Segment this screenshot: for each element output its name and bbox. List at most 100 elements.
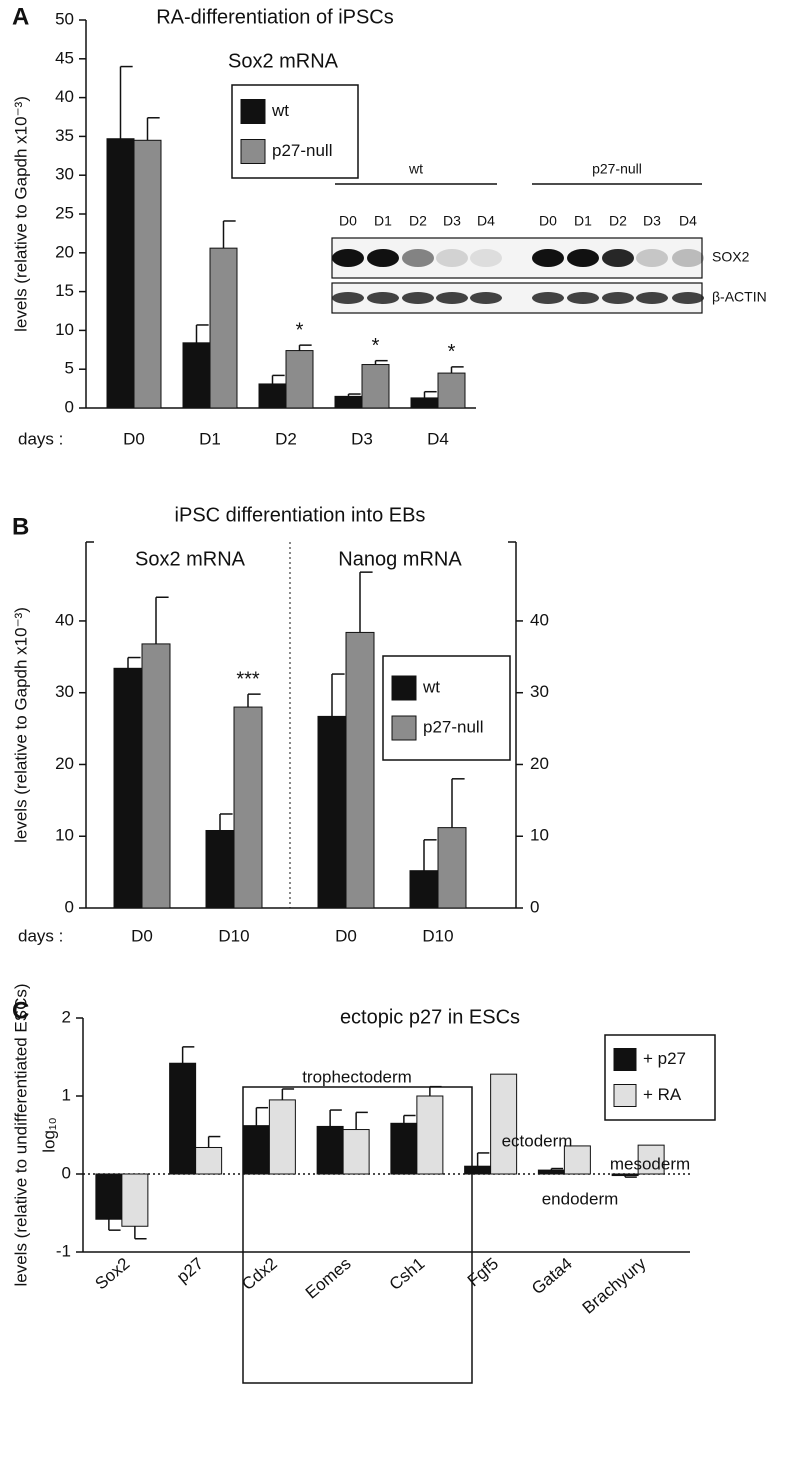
bar <box>242 1125 270 1175</box>
x-prefix: days : <box>18 429 63 448</box>
blot-band <box>567 249 599 267</box>
panel-subtitle: Sox2 mRNA <box>135 548 246 570</box>
x-tick-label: Gata4 <box>528 1254 576 1298</box>
blot-group-label: p27-null <box>592 161 642 177</box>
x-tick-label: D0 <box>123 429 145 448</box>
y-tick-label: 10 <box>55 320 74 339</box>
blot-band <box>332 249 364 267</box>
y-tick-label: 0 <box>65 397 74 416</box>
panel-letter: A <box>12 3 29 30</box>
y-axis-label: levels (relative to undifferentiated ESC… <box>11 983 30 1286</box>
legend-label: p27-null <box>423 717 484 736</box>
bar <box>169 1062 197 1175</box>
blot-lane-label: D0 <box>339 213 357 229</box>
x-tick-label: Fgf5 <box>464 1254 502 1290</box>
blot-band <box>402 292 434 304</box>
x-tick-label: Cdx2 <box>238 1254 281 1294</box>
blot-band <box>332 292 364 304</box>
blot-band <box>602 292 634 304</box>
x-tick-label: D1 <box>199 429 221 448</box>
x-tick-label: p27 <box>173 1254 207 1287</box>
blot-band <box>567 292 599 304</box>
bar <box>409 870 439 909</box>
blot-lane-label: D1 <box>574 213 592 229</box>
y-tick-label: -1 <box>56 1241 71 1260</box>
annotation: mesoderm <box>610 1154 690 1173</box>
y2-tick-label: 10 <box>530 826 549 845</box>
legend-swatch <box>391 715 417 741</box>
y-tick-label: 45 <box>55 48 74 67</box>
blot-band <box>470 249 502 267</box>
annotation: trophectoderm <box>302 1067 412 1086</box>
x-tick-label: D0 <box>335 926 357 945</box>
blot-lane-label: D3 <box>443 213 461 229</box>
bar <box>490 1073 518 1175</box>
bar <box>205 829 235 909</box>
blot-band <box>672 249 704 267</box>
blot-lane-label: D0 <box>539 213 557 229</box>
bar <box>195 1146 223 1175</box>
bar <box>342 1129 370 1175</box>
y2-tick-label: 40 <box>530 610 549 629</box>
y-tick-label: 25 <box>55 203 74 222</box>
blot-band <box>602 249 634 267</box>
blot-lane-label: D2 <box>609 213 627 229</box>
annotation: endoderm <box>542 1189 619 1208</box>
y-tick-label: 15 <box>55 281 74 300</box>
blot-lane-label: D4 <box>679 213 697 229</box>
y-tick-label: 40 <box>55 610 74 629</box>
y-tick-label: 1 <box>62 1085 71 1104</box>
legend-swatch <box>613 1048 637 1071</box>
bar <box>563 1145 591 1175</box>
x-tick-label: Sox2 <box>91 1254 133 1293</box>
legend-label: + p27 <box>643 1049 686 1068</box>
bar <box>637 1144 665 1175</box>
x-tick-label: Csh1 <box>386 1254 429 1294</box>
bar <box>106 138 135 409</box>
x-tick-label: D0 <box>131 926 153 945</box>
x-tick-label: D2 <box>275 429 297 448</box>
blot-band <box>532 249 564 267</box>
significance-label: * <box>372 335 380 357</box>
legend-swatch <box>613 1084 637 1107</box>
bar <box>334 395 363 409</box>
bar <box>113 667 143 909</box>
y-tick-label: 0 <box>62 1163 71 1182</box>
y-axis-label: levels (relative to Gapdh x10⁻³) <box>11 607 30 843</box>
bar <box>410 397 439 409</box>
panel-subtitle: Nanog mRNA <box>338 548 462 570</box>
y-tick-label: 20 <box>55 754 74 773</box>
y-tick-label: 10 <box>55 826 74 845</box>
y2-tick-label: 30 <box>530 682 549 701</box>
legend-box <box>382 655 511 761</box>
annotation: ectoderm <box>502 1131 573 1150</box>
bar <box>361 364 390 409</box>
trophectoderm-box <box>242 1086 473 1384</box>
blot-lane-label: D1 <box>374 213 392 229</box>
chart-title: iPSC differentiation into EBs <box>175 504 426 526</box>
blot-row-label: SOX2 <box>712 249 750 265</box>
blot-band <box>470 292 502 304</box>
y-tick-label: 50 <box>55 9 74 28</box>
chart-title: RA-differentiation of iPSCs <box>156 6 394 28</box>
x-tick-label: D10 <box>422 926 453 945</box>
bar <box>141 643 171 909</box>
bar <box>611 1173 639 1177</box>
legend-label: + RA <box>643 1085 682 1104</box>
legend-label: wt <box>422 677 440 696</box>
bar <box>182 342 211 409</box>
y-tick-label: 5 <box>65 359 74 378</box>
x-prefix: days : <box>18 926 63 945</box>
blot-band <box>436 249 468 267</box>
chart-title: ectopic p27 in ESCs <box>340 1006 520 1028</box>
y-tick-label: 2 <box>62 1007 71 1026</box>
panel-subtitle: Sox2 mRNA <box>228 50 339 72</box>
x-tick-label: D4 <box>427 429 449 448</box>
significance-label: *** <box>236 668 260 690</box>
y2-tick-label: 20 <box>530 754 549 773</box>
blot-group-label: wt <box>408 161 423 177</box>
blot-band <box>672 292 704 304</box>
bar <box>316 1125 344 1175</box>
blot-lane-label: D4 <box>477 213 495 229</box>
